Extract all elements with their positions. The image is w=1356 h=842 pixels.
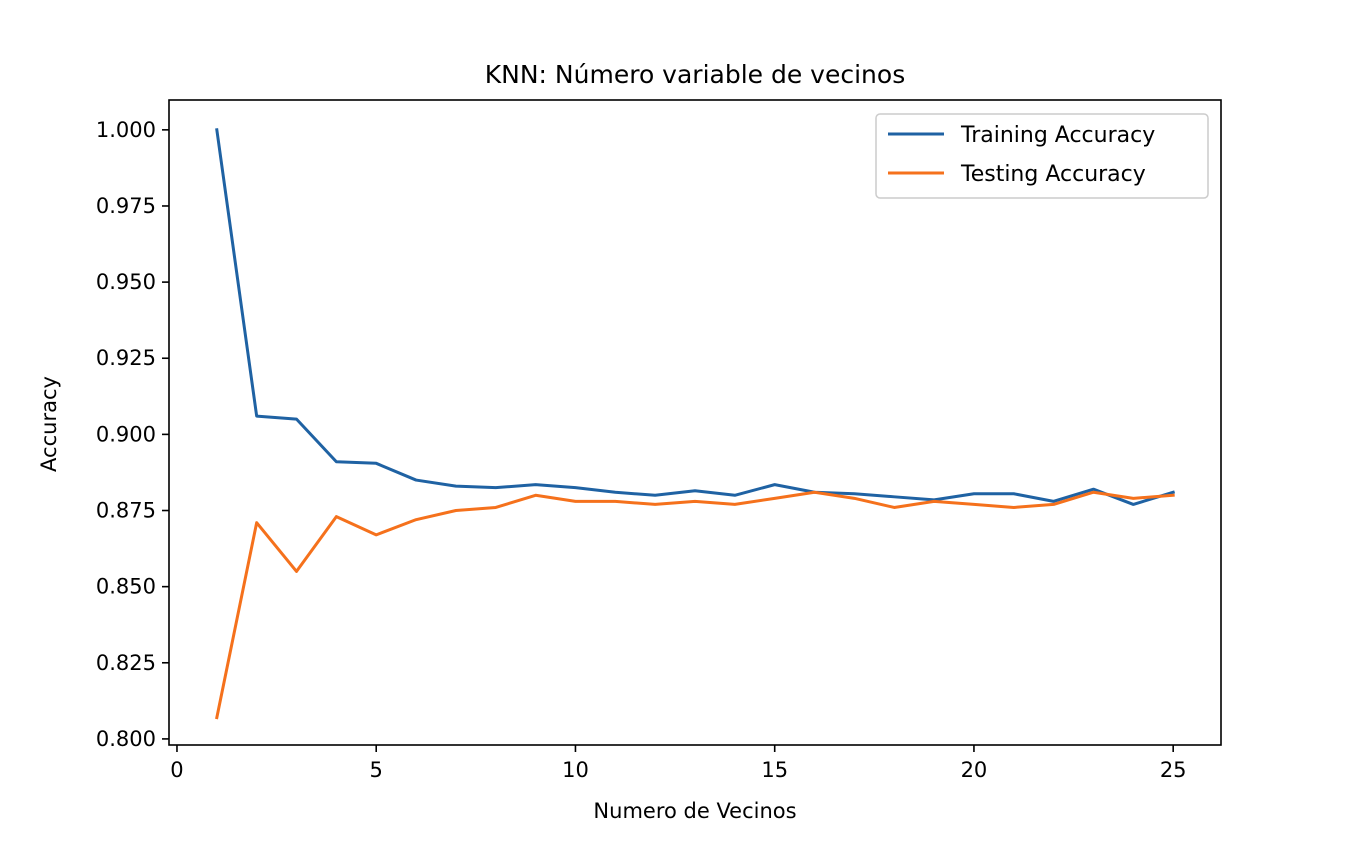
x-tick-label: 20 [961, 758, 988, 782]
y-tick-label: 0.875 [96, 499, 156, 523]
x-tick-label: 0 [170, 758, 183, 782]
series-line-training-accuracy [215, 128, 1176, 506]
y-tick-label: 0.950 [96, 270, 156, 294]
series-layer [215, 128, 1176, 720]
y-axis-ticks: 0.800 0.825 0.850 0.875 0.900 0.925 0.950 0.975… [96, 118, 169, 751]
y-axis-label: Accuracy [37, 376, 61, 472]
x-axis-ticks: 0 5 10 15 20 25 [170, 745, 1187, 782]
legend: Training Accuracy Testing Accuracy [875, 113, 1209, 199]
y-tick-label: 0.800 [96, 727, 156, 751]
y-tick-label: 0.900 [96, 422, 156, 446]
y-tick-label: 0.925 [96, 346, 156, 370]
y-tick-label: 0.975 [96, 194, 156, 218]
y-tick-label: 0.850 [96, 575, 156, 599]
x-tick-label: 5 [370, 758, 383, 782]
plot-area [169, 100, 1221, 745]
x-axis-label: Numero de Vecinos [593, 799, 796, 823]
y-tick-label: 1.000 [96, 118, 156, 142]
y-tick-label: 0.825 [96, 651, 156, 675]
legend-label-training-accuracy: Training Accuracy [960, 123, 1155, 148]
legend-label-testing-accuracy: Testing Accuracy [960, 162, 1146, 187]
plot-frame [168, 99, 1222, 746]
x-tick-label: 25 [1160, 758, 1187, 782]
legend-box [875, 113, 1209, 199]
x-tick-label: 10 [562, 758, 589, 782]
chart-title: KNN: Número variable de vecinos [485, 60, 905, 89]
x-tick-label: 15 [761, 758, 788, 782]
series-line-testing-accuracy [215, 490, 1175, 720]
